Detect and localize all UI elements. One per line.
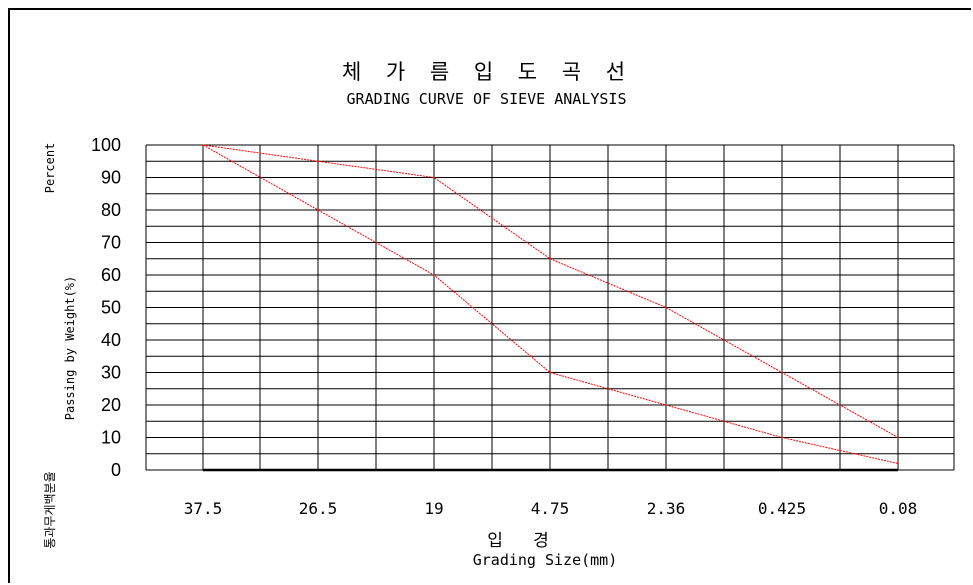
y-tick-label: 100 bbox=[91, 135, 121, 155]
y-axis-label: Passing by Weight(%) bbox=[63, 276, 77, 421]
chart-subtitle: GRADING CURVE OF SIEVE ANALYSIS bbox=[346, 90, 627, 108]
data-point bbox=[317, 209, 319, 211]
y-tick-label: 0 bbox=[111, 460, 121, 480]
data-point bbox=[317, 160, 319, 163]
data-point bbox=[549, 257, 551, 260]
y-tick-label: 30 bbox=[101, 363, 121, 383]
y-tick-label: 60 bbox=[101, 265, 121, 285]
x-tick-label: 0.425 bbox=[758, 499, 806, 518]
chart-frame bbox=[8, 8, 971, 583]
y-tick-label: 20 bbox=[101, 395, 121, 415]
y-tick-label: 90 bbox=[101, 168, 121, 188]
x-tick-label: 2.36 bbox=[647, 499, 686, 518]
y-tick-label: 80 bbox=[101, 200, 121, 220]
x-tick-label: 19 bbox=[424, 499, 443, 518]
x-tick-label: 4.75 bbox=[531, 499, 570, 518]
data-point bbox=[549, 371, 551, 374]
data-point bbox=[897, 436, 899, 439]
data-point bbox=[433, 176, 435, 179]
x-tick-label: 0.08 bbox=[879, 499, 918, 518]
data-point bbox=[781, 371, 783, 374]
x-axis-label: Grading Size(mm) bbox=[472, 551, 618, 569]
data-point bbox=[202, 144, 204, 146]
y-axis-label-korean: 통과무게백분율 bbox=[43, 471, 57, 548]
y-axis-label-top: Percent bbox=[43, 143, 57, 194]
data-point bbox=[433, 274, 435, 276]
data-point bbox=[781, 436, 783, 439]
y-tick-label: 50 bbox=[101, 298, 121, 318]
x-axis-label-korean: 입 경 bbox=[487, 531, 559, 551]
data-point bbox=[897, 462, 899, 465]
data-point bbox=[665, 404, 667, 406]
y-tick-label: 40 bbox=[101, 330, 121, 350]
x-tick-label: 26.5 bbox=[299, 499, 338, 518]
y-tick-label: 10 bbox=[101, 428, 121, 448]
chart-title: 체 가 름 입 도 곡 선 bbox=[341, 60, 632, 84]
y-tick-label: 70 bbox=[101, 233, 121, 253]
data-point bbox=[665, 306, 667, 309]
x-tick-label: 37.5 bbox=[184, 499, 223, 518]
